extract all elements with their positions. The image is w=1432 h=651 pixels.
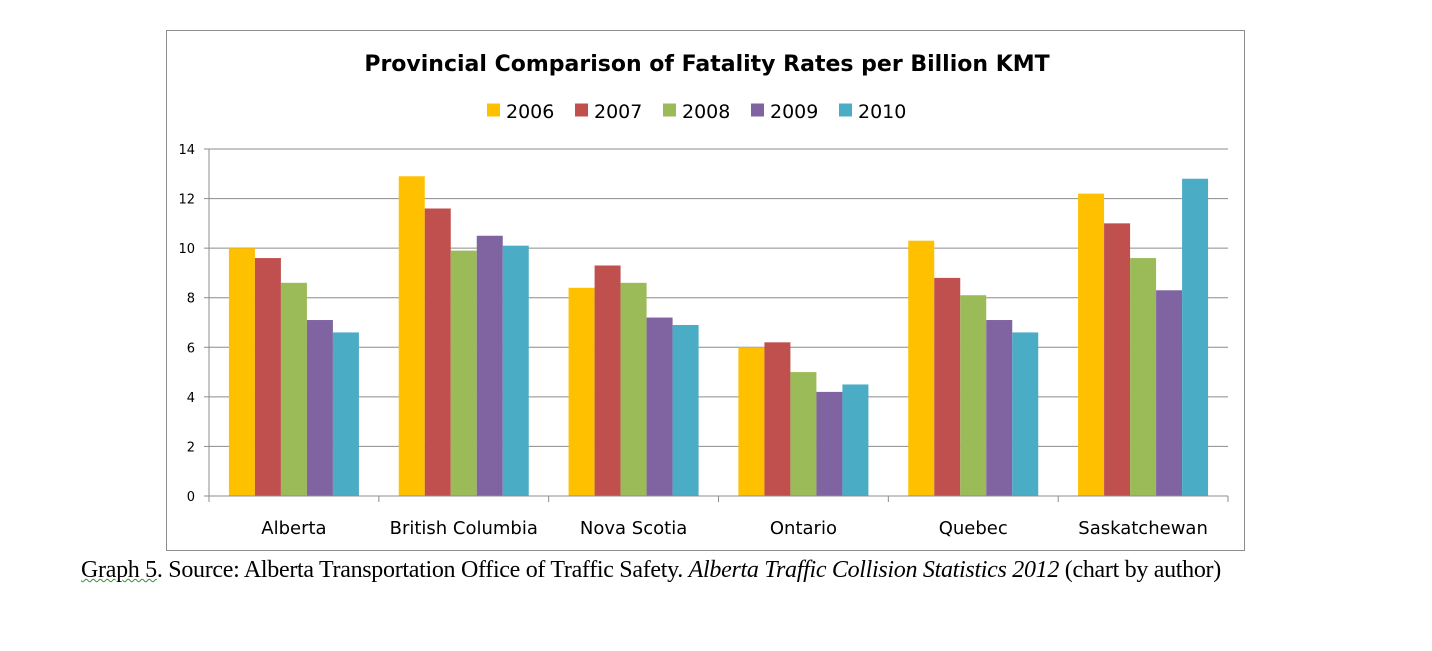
legend-swatch-2006 <box>487 103 500 117</box>
bar-2007-ontario <box>764 342 791 496</box>
bars <box>228 176 1209 496</box>
chart-title: Provincial Comparison of Fatality Rates … <box>364 52 1049 77</box>
caption-credit: (chart by author) <box>1059 557 1221 583</box>
bar-2007-alberta <box>254 258 281 496</box>
caption-publication: Alberta Traffic Collision Statistics 201… <box>688 557 1060 583</box>
bar-2006-british-columbia <box>398 176 425 496</box>
legend-label-2006: 2006 <box>506 101 554 123</box>
x-category-label: Quebec <box>939 518 1008 539</box>
bar-2007-saskatchewan <box>1104 223 1131 496</box>
y-tick-label: 8 <box>187 292 195 307</box>
caption-label: Graph 5 <box>81 557 157 583</box>
x-category-label: Nova Scotia <box>580 518 687 539</box>
y-tick-label: 14 <box>178 143 195 158</box>
bar-2006-nova-scotia <box>568 287 595 496</box>
bar-2010-ontario <box>842 384 869 496</box>
x-category-label: Ontario <box>770 518 837 539</box>
bar-2009-british-columbia <box>476 235 503 496</box>
axes <box>208 149 1229 502</box>
bar-2009-alberta <box>306 320 333 496</box>
bar-2007-british-columbia <box>424 208 451 496</box>
bar-2006-ontario <box>738 347 765 496</box>
figure-caption: Graph 5. Source: Alberta Transportation … <box>81 556 1371 584</box>
y-tick-label: 10 <box>178 242 195 257</box>
bar-2006-alberta <box>228 248 255 496</box>
bar-2009-quebec <box>986 320 1013 496</box>
bar-2008-quebec <box>960 295 987 496</box>
legend-swatch-2007 <box>575 103 588 117</box>
bar-2010-nova-scotia <box>672 324 699 496</box>
bar-2008-british-columbia <box>450 250 477 496</box>
x-axis-labels: Alberta British Columbia Nova Scotia Ontari… <box>261 518 1208 539</box>
legend-swatch-2008 <box>663 103 676 117</box>
bar-2010-quebec <box>1012 332 1039 496</box>
bar-2009-nova-scotia <box>646 317 673 496</box>
bar-2008-ontario <box>790 372 817 496</box>
bar-2010-saskatchewan <box>1182 178 1209 496</box>
y-tick-label: 12 <box>178 193 195 208</box>
y-tick-label: 0 <box>187 490 195 505</box>
x-category-label: British Columbia <box>390 518 538 539</box>
x-category-label: Saskatchewan <box>1078 518 1208 539</box>
chart-frame: Provincial Comparison of Fatality Rates … <box>166 30 1245 551</box>
legend-label-2008: 2008 <box>682 101 730 123</box>
bar-2007-nova-scotia <box>594 265 621 496</box>
bar-2008-alberta <box>280 282 307 496</box>
bar-2008-nova-scotia <box>620 282 647 496</box>
y-tick-label: 6 <box>187 341 195 356</box>
y-tick-label: 4 <box>187 391 195 406</box>
legend-label-2009: 2009 <box>770 101 818 123</box>
bar-2009-saskatchewan <box>1156 290 1183 496</box>
legend-swatch-2010 <box>839 103 852 117</box>
chart-legend: 2006 2007 2008 2009 2010 <box>487 101 906 123</box>
x-category-label: Alberta <box>261 518 326 539</box>
legend-swatch-2009 <box>751 103 764 117</box>
bar-2006-saskatchewan <box>1078 193 1105 496</box>
y-tick-label: 2 <box>187 440 195 455</box>
bar-2009-ontario <box>816 391 843 496</box>
bar-chart: Provincial Comparison of Fatality Rates … <box>178 52 1229 539</box>
gridlines <box>209 148 1228 447</box>
legend-label-2010: 2010 <box>858 101 906 123</box>
y-axis-ticks: 0 2 4 6 8 10 12 14 <box>178 143 209 505</box>
bar-2008-saskatchewan <box>1130 258 1157 496</box>
bar-2007-quebec <box>934 277 961 496</box>
caption-source: . Source: Alberta Transportation Office … <box>156 557 689 583</box>
bar-2010-british-columbia <box>502 245 529 496</box>
legend-label-2007: 2007 <box>594 101 642 123</box>
bar-2010-alberta <box>332 332 359 496</box>
bar-2006-quebec <box>908 240 935 496</box>
